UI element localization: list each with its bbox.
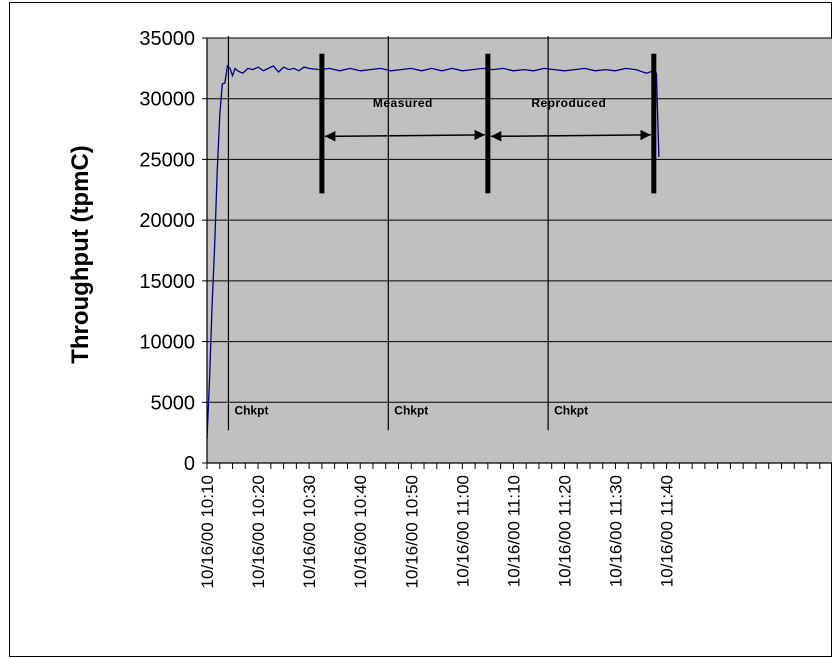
x-tick-label: 10/16/00 10:30 <box>300 475 319 588</box>
checkpoint-lines: Chkpt Chkpt Chkpt <box>227 36 588 431</box>
y-tick-label: 5000 <box>151 392 196 414</box>
gridlines <box>207 37 832 403</box>
interval-arrow <box>490 129 651 142</box>
checkpoint-label: Chkpt <box>554 403 588 417</box>
y-axis-title: Throughput (tpmC) <box>67 145 94 364</box>
x-tick-label: 10/16/00 11:20 <box>555 475 574 587</box>
y-tick-label: 25000 <box>139 149 195 171</box>
x-tick-label: 10/16/00 10:50 <box>402 475 421 588</box>
y-tick-label: 35000 <box>139 28 195 50</box>
x-tick-label: 10/16/00 10:40 <box>351 475 370 588</box>
x-tick-label: 10/16/00 11:00 <box>453 475 472 587</box>
x-tick-label: 10/16/00 10:10 <box>198 475 217 588</box>
y-tick-label: 20000 <box>139 210 195 232</box>
interval-markers: Measured Reproduced <box>319 53 657 194</box>
y-tick-label: 30000 <box>139 89 195 111</box>
interval-arrow <box>324 129 485 142</box>
plot-area <box>207 38 832 463</box>
interval-label: Reproduced <box>531 96 606 110</box>
throughput-series-line <box>206 64 660 439</box>
x-tick-label: 10/16/00 11:10 <box>504 475 523 587</box>
y-axis: 0 5000 10000 15000 20000 25000 30000 35000 <box>139 28 832 475</box>
y-tick-label: 10000 <box>139 332 195 354</box>
checkpoint-label: Chkpt <box>394 403 428 417</box>
y-tick-label: 15000 <box>139 271 195 293</box>
x-axis: 10/16/00 10:10 10/16/00 10:20 10/16/00 10:… <box>198 463 821 588</box>
y-tick-label: 0 <box>184 453 195 475</box>
x-tick-label: 10/16/00 11:30 <box>607 475 626 587</box>
x-tick-label: 10/16/00 11:40 <box>658 475 677 587</box>
checkpoint-label: Chkpt <box>234 403 268 417</box>
interval-label: Measured <box>373 96 433 110</box>
x-tick-label: 10/16/00 10:20 <box>249 475 268 588</box>
